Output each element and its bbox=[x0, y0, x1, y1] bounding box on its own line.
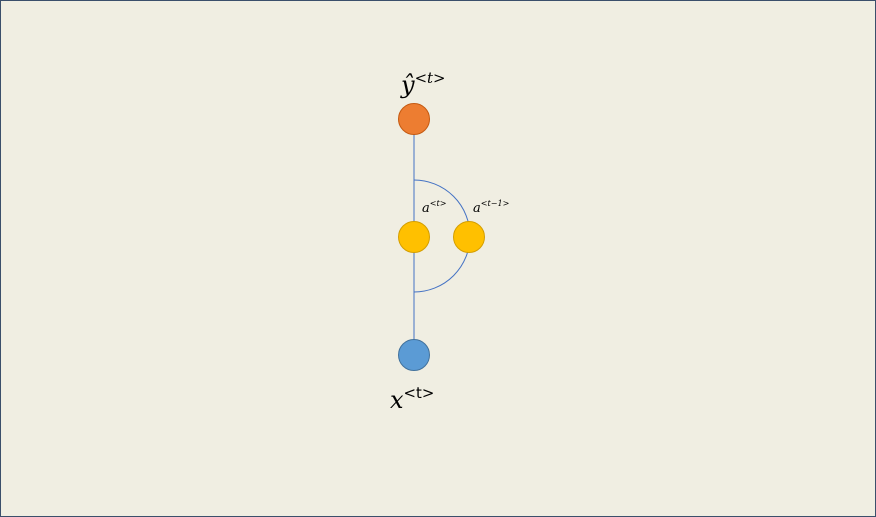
output-node bbox=[398, 103, 430, 135]
hidden-label: a<t> bbox=[422, 199, 447, 216]
input-label-sup: <t> bbox=[403, 383, 435, 402]
hidden-node bbox=[398, 221, 430, 253]
input-label-base: x bbox=[390, 386, 404, 414]
hidden-label-base: a bbox=[422, 201, 430, 216]
output-label-base: ŷ bbox=[401, 71, 415, 99]
output-label-sup: <t> bbox=[414, 68, 446, 87]
hidden-label-sup: <t> bbox=[429, 199, 447, 209]
prev-hidden-label: a<t−1> bbox=[473, 199, 510, 216]
prev-hidden-label-base: a bbox=[473, 201, 481, 216]
prev-hidden-label-sup: <t−1> bbox=[480, 199, 510, 209]
input-node bbox=[398, 339, 430, 371]
prev-hidden-node bbox=[453, 221, 485, 253]
output-label: ŷ<t> bbox=[401, 70, 445, 99]
input-label: x<t> bbox=[390, 385, 434, 414]
